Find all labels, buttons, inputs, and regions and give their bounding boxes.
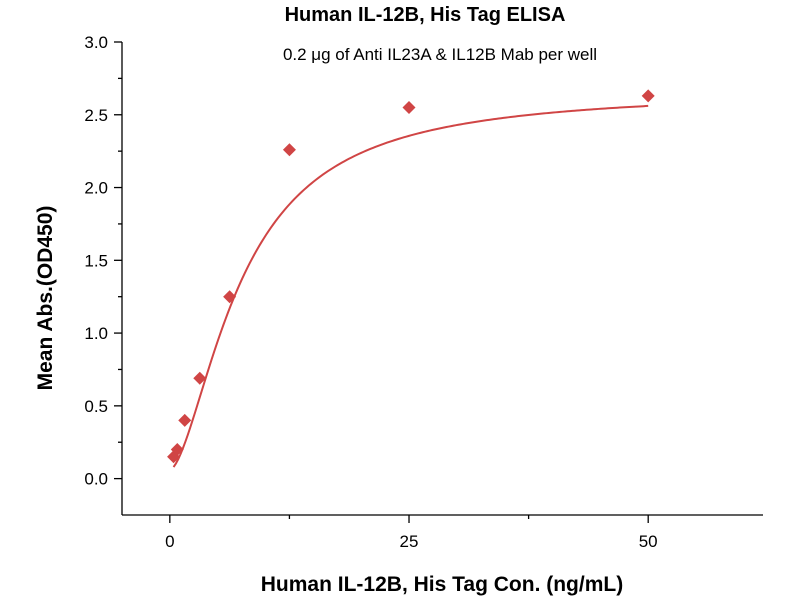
data-point [402, 100, 416, 114]
fit-curve [172, 104, 649, 468]
axes [121, 42, 763, 516]
y-tick-label: 2.0 [84, 179, 108, 198]
y-tick-label: 0.5 [84, 397, 108, 416]
ticks [114, 41, 649, 523]
chart-subtitle: 0.2 μg of Anti IL23A & IL12B Mab per wel… [283, 45, 597, 64]
data-point [282, 143, 296, 157]
y-tick-label: 1.5 [84, 251, 108, 270]
x-tick-label: 0 [165, 532, 174, 551]
y-axis-label: Mean Abs.(OD450) [34, 206, 57, 391]
y-tick-label: 0.0 [84, 470, 108, 489]
y-tick-label: 2.5 [84, 106, 108, 125]
x-tick-label: 25 [400, 532, 419, 551]
x-tick-label: 50 [639, 532, 658, 551]
y-tick-label: 3.0 [84, 33, 108, 52]
tick-labels: 0.0 0.5 1.0 1.5 2.0 2.5 3.0 0 25 50 [84, 33, 657, 551]
x-axis-label: Human IL-12B, His Tag Con. (ng/mL) [261, 573, 623, 596]
data-points [167, 89, 655, 464]
data-point [193, 371, 207, 385]
data-point [641, 89, 655, 103]
y-tick-label: 1.0 [84, 324, 108, 343]
chart-title: Human IL-12B, His Tag ELISA [285, 4, 566, 26]
data-point [178, 413, 192, 427]
data-point [223, 290, 237, 304]
data-point [170, 443, 184, 457]
